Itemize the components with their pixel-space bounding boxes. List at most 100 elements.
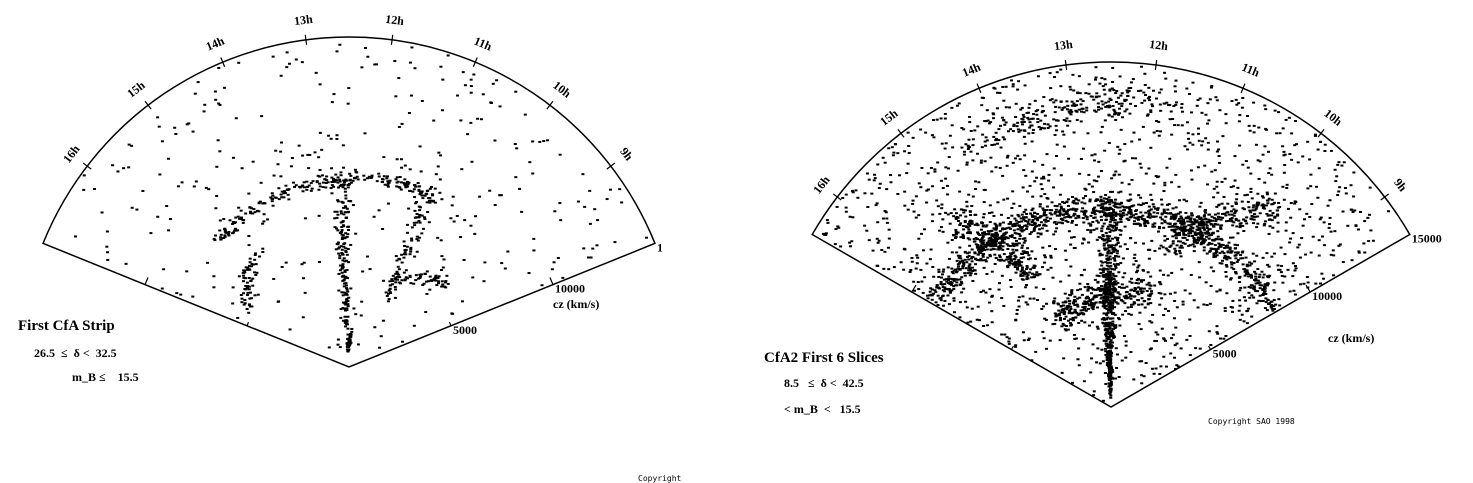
galaxy-dot [1030,231,1034,234]
galaxy-dot [912,289,916,292]
edge-tick [1010,345,1014,350]
galaxy-dot [1152,89,1156,92]
galaxy-dot [1203,209,1207,212]
galaxy-dot [284,184,288,187]
galaxy-dot [1077,347,1081,350]
galaxy-dot [338,264,342,267]
galaxy-dot [1068,293,1072,296]
galaxy-dot [967,138,971,141]
galaxy-dot [1206,141,1210,144]
galaxy-dot [1146,271,1150,274]
galaxy-dot [346,315,350,318]
galaxy-dot [1212,196,1216,199]
galaxy-dot [1138,162,1142,165]
galaxy-dot [241,292,245,295]
galaxy-dot [336,181,340,184]
galaxy-dot [992,227,996,230]
galaxy-dot [969,257,973,260]
galaxy-dot [1130,157,1134,160]
galaxy-dot [1112,229,1116,232]
galaxy-dot [1036,75,1040,78]
galaxy-dot [343,325,347,328]
galaxy-dot [966,144,970,147]
galaxy-dot [979,291,983,294]
galaxy-dot [1067,274,1071,277]
galaxy-dot [344,194,348,197]
galaxy-dot [1117,285,1121,288]
galaxy-dot [469,224,473,227]
galaxy-dot [1171,207,1175,210]
galaxy-dot [1054,211,1058,214]
galaxy-dot [867,178,871,181]
galaxy-dot [1026,116,1030,119]
galaxy-dot [1023,224,1027,227]
galaxy-dot [1268,209,1272,212]
galaxy-dot [998,259,1002,262]
galaxy-dot [1082,238,1086,241]
galaxy-dot [1239,286,1243,289]
galaxy-dot [249,297,253,300]
galaxy-dot [243,271,247,274]
galaxy-dot [397,273,401,276]
galaxy-dot [1112,268,1116,271]
galaxy-dot [1097,249,1101,252]
galaxy-dot [1102,88,1106,91]
galaxy-dot [1102,208,1106,211]
galaxy-dot [1187,224,1191,227]
galaxy-dot [976,305,980,308]
galaxy-dot [1115,222,1119,225]
galaxy-dot [1349,184,1353,187]
galaxy-dot [1024,286,1028,289]
galaxy-dot [1107,301,1111,304]
galaxy-dot [980,259,984,262]
galaxy-dot [425,270,429,273]
galaxy-dot [967,266,971,269]
galaxy-dot [917,182,921,185]
galaxy-dot [1103,295,1107,298]
galaxy-dot [440,255,444,258]
galaxy-dot [336,213,340,216]
galaxy-dot [1170,215,1174,218]
galaxy-dot [1252,286,1256,289]
galaxy-dot [1346,224,1350,227]
galaxy-dot [440,285,444,288]
galaxy-dot [1340,164,1344,167]
galaxy-dot [992,135,996,138]
galaxy-dot [413,216,417,219]
galaxy-dot [1013,232,1017,235]
galaxy-dot [1250,276,1254,279]
galaxy-dot [410,226,414,229]
galaxy-dot [1028,184,1032,187]
galaxy-dot [353,177,357,180]
galaxy-dot [1110,251,1114,254]
galaxy-dot [339,308,343,311]
galaxy-dot [1112,211,1116,214]
galaxy-dot [1020,121,1024,124]
hour-tick [390,34,394,45]
galaxy-dot [1099,131,1103,134]
galaxy-dot [1168,157,1172,160]
galaxy-dot [1132,96,1136,99]
galaxy-dot [1092,296,1096,299]
galaxy-dot [870,192,874,195]
galaxy-dot [336,199,340,202]
galaxy-dot [413,67,417,70]
galaxy-dot [1105,314,1109,317]
galaxy-dot [1194,233,1198,236]
galaxy-dot [1014,344,1018,347]
galaxy-dot [1116,206,1120,209]
galaxy-dot [333,210,337,213]
galaxy-dot [1174,253,1178,256]
galaxy-dot [294,184,298,187]
galaxy-dot [1089,214,1093,217]
galaxy-dot [1111,291,1115,294]
galaxy-dot [404,186,408,189]
galaxy-dot [1157,225,1161,228]
galaxy-dot [1153,225,1157,228]
galaxy-dot [939,117,943,120]
galaxy-dot [964,143,968,146]
galaxy-dot [538,140,542,143]
galaxy-dot [1176,240,1180,243]
galaxy-dot [302,277,306,280]
galaxy-dot [1020,268,1024,271]
